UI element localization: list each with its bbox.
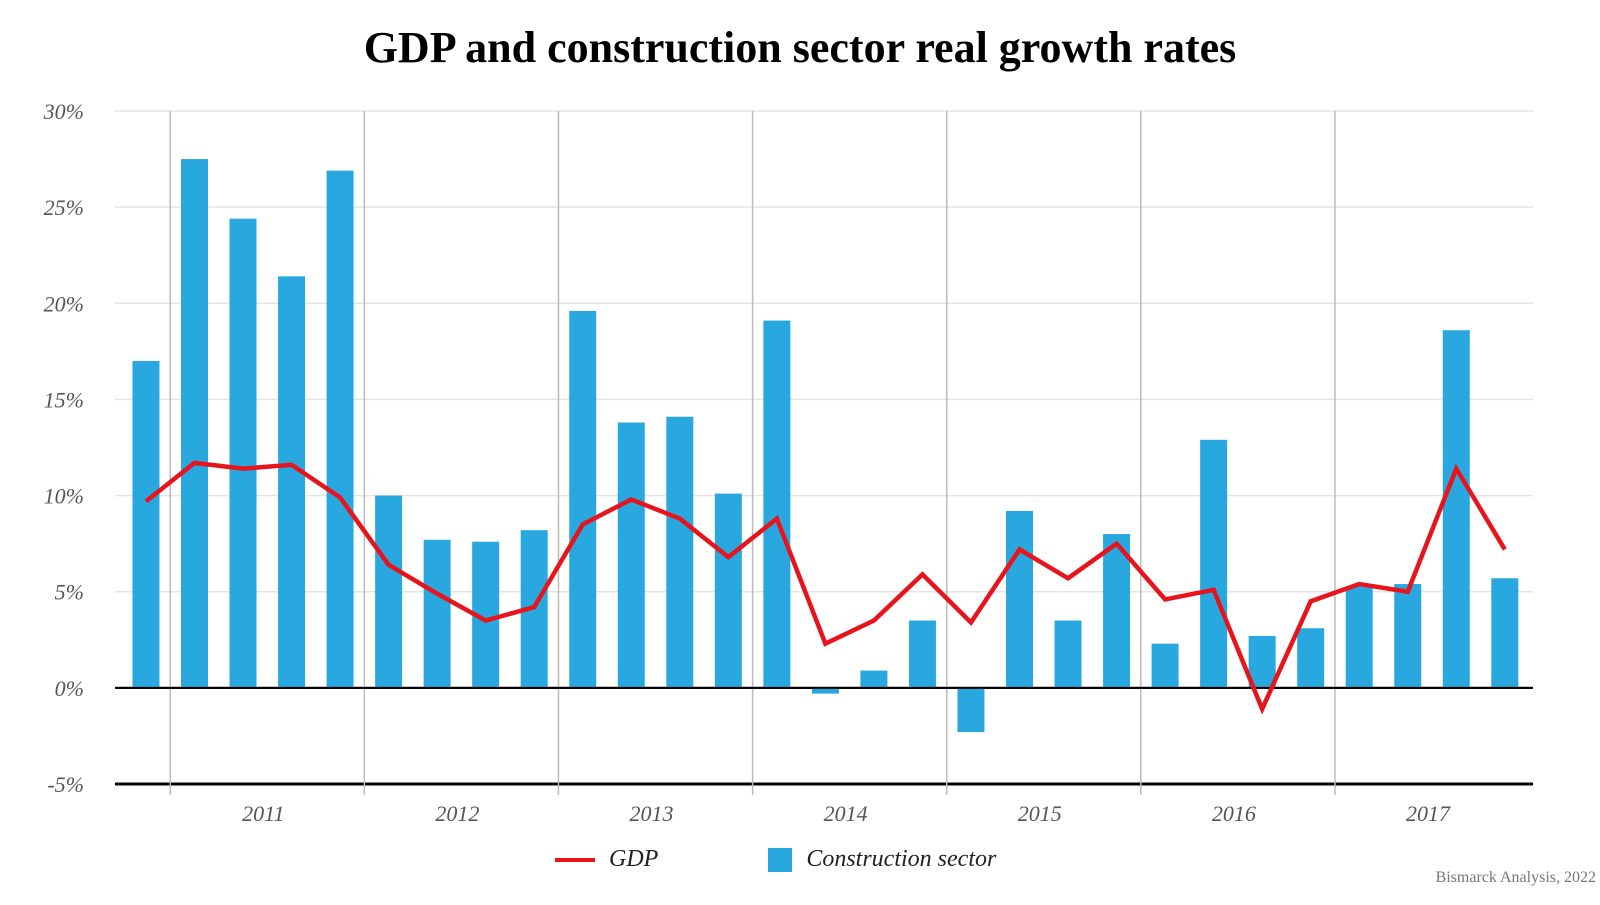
construction-bar <box>714 493 742 688</box>
construction-bar <box>1297 628 1325 688</box>
construction-bar <box>1442 330 1470 688</box>
gdp-line <box>144 460 1507 715</box>
x-tick-label: 2011 <box>242 801 284 826</box>
construction-bar <box>1151 643 1179 688</box>
legend-construction-label: Construction sector <box>806 846 997 872</box>
x-tick-label: 2015 <box>1018 801 1062 826</box>
construction-bar <box>229 218 257 688</box>
construction-bar <box>1200 439 1228 688</box>
y-tick-label: 25% <box>44 195 84 220</box>
y-tick-label: 30% <box>43 99 84 124</box>
y-tick-label: 20% <box>44 291 84 316</box>
chart-title: GDP and construction sector real growth … <box>363 23 1237 72</box>
legend-gdp-swatch <box>555 857 595 862</box>
x-tick-label: 2013 <box>630 801 674 826</box>
construction-bar <box>617 422 645 688</box>
x-tick-label: 2014 <box>824 801 868 826</box>
construction-bar <box>569 310 597 688</box>
construction-bar <box>860 670 888 688</box>
y-tick-label: 5% <box>55 580 84 605</box>
construction-bar <box>908 620 936 688</box>
construction-bar <box>1491 578 1519 688</box>
construction-bar <box>326 170 354 688</box>
legend: GDP Construction sector <box>555 846 996 873</box>
construction-bar <box>1006 510 1034 688</box>
construction-bar <box>811 687 839 694</box>
construction-bar <box>1103 534 1131 688</box>
construction-bar <box>957 687 985 733</box>
construction-bar <box>278 276 306 688</box>
construction-bar <box>666 416 694 688</box>
construction-bar <box>1054 620 1082 688</box>
x-tick-label: 2016 <box>1212 801 1256 826</box>
source-note: Bismarck Analysis, 2022 <box>1435 869 1596 886</box>
y-tick-label: 15% <box>44 387 84 412</box>
legend-construction-swatch <box>768 847 793 872</box>
construction-bar <box>763 320 791 688</box>
construction-bar <box>1248 635 1276 688</box>
legend-gdp-label: GDP <box>609 846 659 872</box>
x-tick-label: 2017 <box>1406 801 1451 826</box>
construction-bar <box>132 360 160 688</box>
construction-bar <box>423 539 451 688</box>
construction-bar <box>180 159 208 688</box>
y-tick-label: 10% <box>44 484 84 509</box>
construction-bar <box>1394 584 1422 688</box>
y-tick-label: 0% <box>55 676 84 701</box>
x-tick-label: 2012 <box>435 801 479 826</box>
y-tick-label: -5% <box>47 772 84 797</box>
construction-bar <box>375 495 403 688</box>
construction-bar <box>1345 585 1373 688</box>
